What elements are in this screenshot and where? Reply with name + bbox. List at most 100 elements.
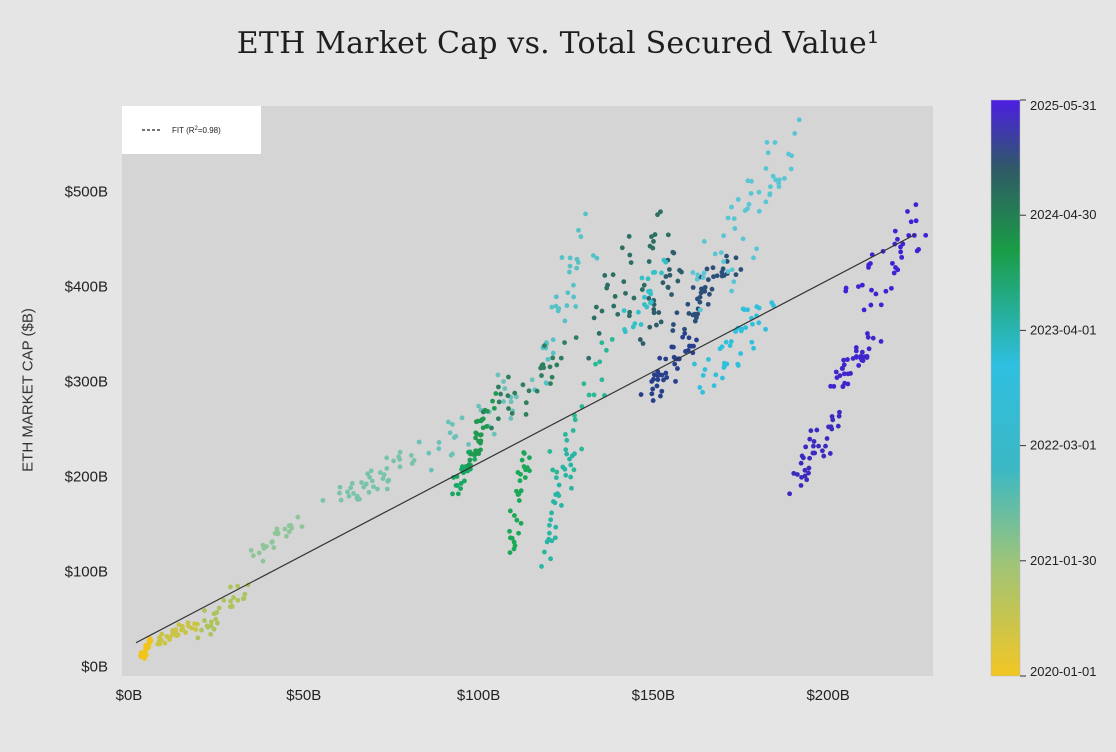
scatter-point xyxy=(451,435,457,440)
scatter-point xyxy=(648,291,654,297)
scatter-point xyxy=(560,464,566,470)
scatter-point xyxy=(652,269,658,275)
scatter-point xyxy=(183,630,188,635)
scatter-point xyxy=(545,356,551,362)
scatter-point xyxy=(295,514,301,520)
scatter-point xyxy=(448,452,454,458)
scatter-point xyxy=(527,468,532,474)
scatter-point xyxy=(721,364,727,370)
scatter-point xyxy=(593,361,598,367)
scatter-point xyxy=(637,337,643,342)
scatter-point xyxy=(572,451,577,457)
scatter-point xyxy=(731,216,737,221)
scatter-point xyxy=(659,388,665,394)
scatter-point xyxy=(454,483,460,488)
scatter-point xyxy=(798,460,804,466)
scatter-point xyxy=(636,309,641,315)
scatter-point xyxy=(282,526,288,532)
scatter-point xyxy=(599,340,605,346)
scatter-point xyxy=(705,301,711,307)
scatter-point xyxy=(792,131,798,136)
scatter-point xyxy=(803,444,809,450)
scatter-point xyxy=(824,436,830,441)
scatter-point xyxy=(583,211,588,217)
scatter-point xyxy=(796,117,802,123)
scatter-point xyxy=(519,457,525,463)
scatter-point xyxy=(626,313,632,319)
scatter-point xyxy=(826,424,831,430)
scatter-point xyxy=(724,259,730,264)
scatter-point xyxy=(349,481,355,486)
scatter-point xyxy=(724,253,729,259)
scatter-point xyxy=(853,345,859,350)
scatter-point xyxy=(368,468,374,474)
scatter-point xyxy=(365,471,371,477)
scatter-point xyxy=(719,269,725,275)
scatter-point xyxy=(381,472,387,478)
scatter-point xyxy=(807,455,813,461)
scatter-point xyxy=(717,346,723,352)
scatter-point xyxy=(700,275,706,280)
scatter-point xyxy=(776,180,782,186)
scatter-point xyxy=(890,260,895,266)
scatter-point xyxy=(563,447,569,453)
colorbar-tick-label: 2020-01-01 xyxy=(1030,664,1097,679)
scatter-point xyxy=(773,177,778,183)
scatter-point xyxy=(436,446,442,452)
scatter-point xyxy=(228,584,233,590)
scatter-point xyxy=(626,234,632,239)
scatter-point xyxy=(229,604,235,609)
scatter-point xyxy=(663,274,669,279)
scatter-point xyxy=(384,455,390,461)
scatter-point xyxy=(729,288,735,294)
scatter-point xyxy=(576,227,581,233)
scatter-point xyxy=(428,467,434,473)
scatter-point xyxy=(513,394,519,400)
scatter-point xyxy=(572,413,577,418)
scatter-point xyxy=(498,391,504,397)
scatter-point xyxy=(518,471,523,477)
scatter-point xyxy=(621,279,627,285)
scatter-point xyxy=(476,403,482,409)
scatter-point xyxy=(686,311,692,316)
scatter-point xyxy=(701,239,707,244)
scatter-point xyxy=(569,485,574,491)
scatter-point xyxy=(543,380,549,386)
scatter-point xyxy=(675,366,680,371)
scatter-point xyxy=(622,329,628,335)
scatter-point xyxy=(564,303,570,309)
x-tick-label: $150B xyxy=(632,687,675,704)
scatter-point xyxy=(345,489,350,495)
scatter-point xyxy=(856,284,861,289)
scatter-point xyxy=(702,288,708,294)
scatter-point xyxy=(534,388,540,394)
scatter-point xyxy=(458,486,463,492)
scatter-point xyxy=(550,350,556,356)
scatter-point xyxy=(529,377,535,383)
scatter-point xyxy=(695,272,701,278)
scatter-point xyxy=(632,321,638,327)
scatter-point xyxy=(923,232,929,238)
scatter-point xyxy=(621,308,627,314)
scatter-point xyxy=(516,498,522,503)
scatter-point xyxy=(147,636,153,642)
scatter-point xyxy=(208,631,214,637)
scatter-point xyxy=(652,232,658,237)
scatter-point xyxy=(654,383,660,389)
scatter-point xyxy=(750,321,755,327)
scatter-point xyxy=(859,349,865,355)
scatter-point xyxy=(512,543,518,549)
scatter-point xyxy=(789,153,795,159)
scatter-point xyxy=(831,383,837,389)
scatter-point xyxy=(682,326,687,332)
scatter-point xyxy=(478,438,484,444)
scatter-point xyxy=(791,470,797,476)
scatter-point xyxy=(250,553,256,559)
scatter-point xyxy=(776,184,782,190)
scatter-point xyxy=(651,239,656,244)
scatter-point xyxy=(564,451,570,457)
scatter-point xyxy=(502,386,508,391)
scatter-point xyxy=(527,455,532,461)
scatter-point xyxy=(655,377,661,383)
scatter-point xyxy=(646,296,652,301)
